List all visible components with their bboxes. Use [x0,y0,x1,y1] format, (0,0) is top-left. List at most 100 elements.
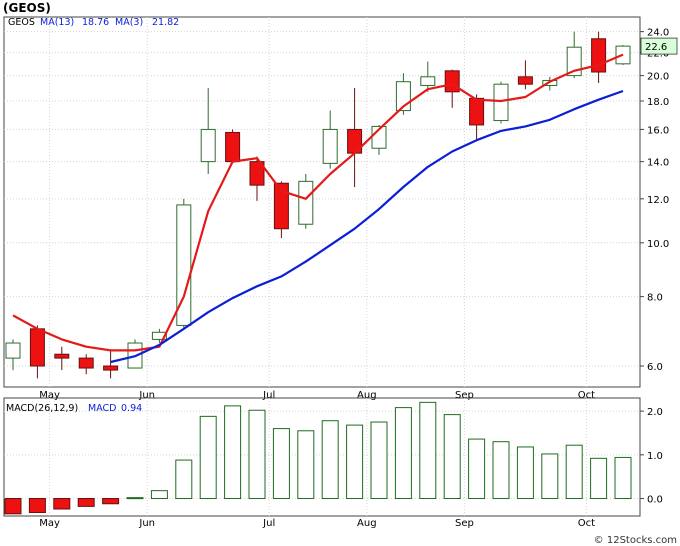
candle-down [347,87,363,188]
price-tick-label: 24.0 [647,28,669,39]
candle-body [566,46,582,77]
moving-averages [12,53,624,364]
macd-bar [541,453,559,500]
candle-up [5,339,21,371]
price-tick-label: 16.0 [647,125,669,136]
macd-value: 0.94 [121,403,142,414]
macd-bar [248,409,266,500]
candle-up [322,110,338,169]
legend-symbol: GEOS [8,17,35,28]
macd-bar [199,415,217,500]
legend-ma13-label: MA(13) [40,17,74,28]
candle-down [225,129,241,164]
macd-bar [175,459,193,500]
candle-body [103,365,119,371]
macd-panel: 2.0 1.0 0.0 May Jun Jul Aug Sep Oct MACD(26,12,… [3,397,663,529]
watermark: © 12Stocks.com [594,535,677,546]
last-price-value: 22.6 [645,42,667,53]
legend-ma13-value: 18.76 [82,17,109,28]
candle-body [517,76,533,85]
candle-body [444,70,460,93]
macd-month-label: Sep [455,518,474,529]
candle-body [78,357,94,369]
macd-panel-frame [3,397,641,517]
macd-month-label: Jul [262,518,275,529]
candle-body [273,182,289,230]
candle-body [298,180,314,225]
macd-bar [4,498,22,515]
macd-value-label: MACD [88,403,116,414]
macd-bar [272,428,290,500]
candle-body [225,131,241,163]
price-panel: 24.022.020.018.016.014.012.010.08.06.0 M… [3,16,678,401]
candle-body [200,128,216,163]
macd-tick-label: 1.0 [647,451,663,462]
macd-bar [53,498,71,510]
macd-bar [102,498,120,505]
macd-y-axis: 2.0 1.0 0.0 [640,407,663,506]
macd-month-label: Oct [578,518,595,529]
macd-bar [492,441,510,500]
candle-down [517,60,533,90]
candle-body [29,328,45,367]
price-month-label: Oct [578,390,595,401]
candle-up [493,81,509,124]
price-grid [4,17,640,387]
macd-bars [4,401,632,515]
chart-title: (GEOS) [3,1,51,15]
macd-bar [77,498,95,507]
candle-body [322,128,338,164]
macd-tick-label: 0.0 [647,495,663,506]
candle-body [420,76,436,86]
candle-down [103,350,119,379]
candle-up [200,87,216,175]
macd-x-axis: May Jun Jul Aug Sep Oct [39,518,595,529]
macd-month-label: Aug [357,518,377,529]
macd-bar [321,420,339,500]
ma13-line [110,89,624,364]
macd-tick-label: 2.0 [647,407,663,418]
macd-bar [224,405,242,500]
candle-body [469,97,485,126]
macd-bar [394,407,412,500]
macd-title: MACD(26,12,9) [6,403,78,414]
macd-bar [28,498,46,514]
price-month-label: Jun [138,390,155,401]
macd-bar [419,401,437,500]
price-x-axis: May Jun Jul Aug Sep Oct [39,390,595,401]
candle-down [78,354,94,375]
price-tick-label: 8.0 [647,293,663,304]
macd-bar [614,456,632,500]
candle-down [469,94,485,141]
price-tick-label: 12.0 [647,195,669,206]
price-month-label: May [39,390,60,401]
macd-bar [126,497,144,500]
macd-bar [590,457,608,500]
price-tick-label: 6.0 [647,362,663,373]
candle-down [249,156,265,201]
macd-bar [565,444,583,500]
candle-body [5,342,21,359]
macd-bar [468,438,486,500]
macd-month-label: Jun [138,518,155,529]
ma3-line [12,53,624,352]
legend-ma3-label: MA(3) [115,17,143,28]
macd-bar [443,414,461,500]
candle-up [151,328,167,344]
candle-body [151,331,167,340]
price-tick-label: 10.0 [647,239,669,250]
macd-bar [516,446,534,500]
candle-up [420,61,436,92]
candle-body [54,353,70,359]
macd-month-label: May [39,518,60,529]
price-month-label: Sep [455,390,474,401]
candle-body [249,161,265,186]
candle-body [493,83,509,122]
price-tick-label: 20.0 [647,72,669,83]
price-tick-label: 14.0 [647,158,669,169]
candle-down [29,325,45,379]
candle-up [176,198,192,329]
legend-ma3-value: 21.82 [152,17,179,28]
last-price-box [640,37,678,55]
